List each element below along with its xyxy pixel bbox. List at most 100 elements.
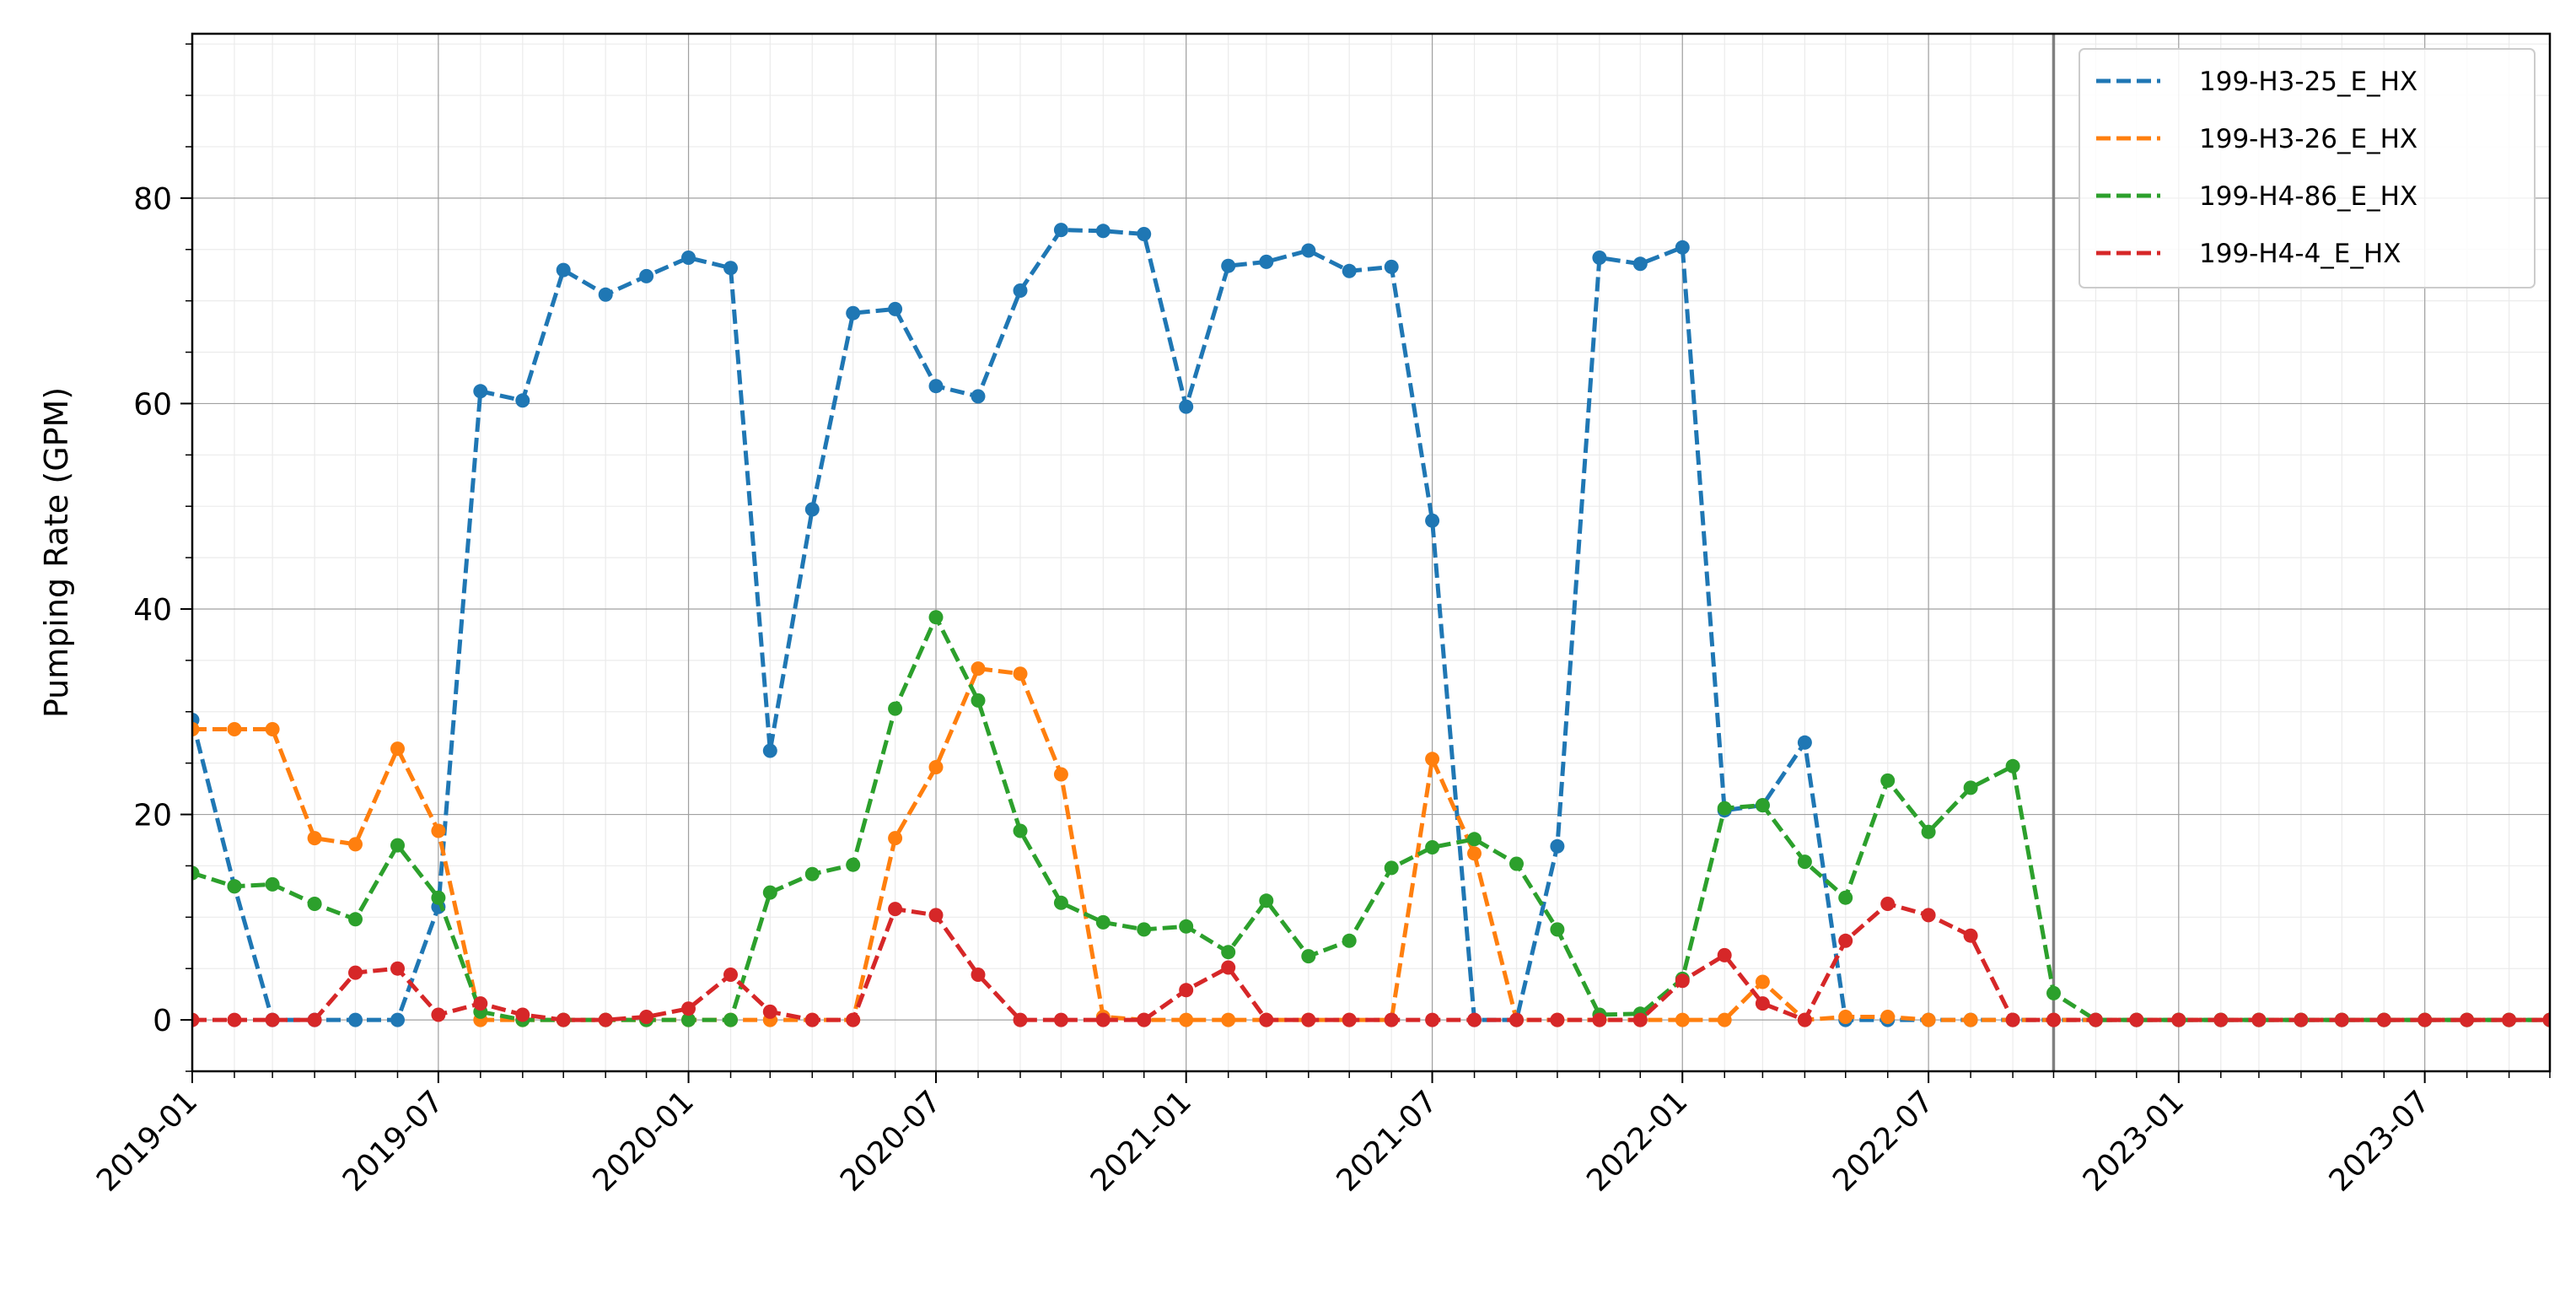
legend-label: 199-H3-25_E_HX <box>2199 67 2417 97</box>
data-point <box>1095 224 1111 239</box>
data-point <box>971 661 986 677</box>
y-tick-label: 20 <box>133 799 172 833</box>
data-point <box>348 965 363 980</box>
data-point <box>1137 1012 1152 1027</box>
data-point <box>1384 259 1399 274</box>
data-point <box>1221 258 1236 273</box>
data-point <box>1755 996 1770 1011</box>
data-point <box>888 301 903 316</box>
data-point <box>1838 890 1853 905</box>
data-point <box>804 502 820 517</box>
data-point <box>1592 1012 1607 1027</box>
data-point <box>2460 1012 2475 1027</box>
data-point <box>2005 758 2020 774</box>
y-axis-title: Pumping Rate (GPM) <box>38 387 75 718</box>
data-point <box>1550 1012 1565 1027</box>
data-point <box>681 1012 696 1027</box>
data-point <box>348 1012 363 1027</box>
data-point <box>1342 263 1357 278</box>
data-point <box>1797 735 1812 750</box>
data-point <box>1095 914 1111 930</box>
data-point <box>1509 1012 1524 1027</box>
data-point <box>1137 922 1152 937</box>
data-point <box>846 857 861 872</box>
data-point <box>598 287 613 302</box>
data-point <box>1717 947 1732 962</box>
data-point <box>2129 1012 2144 1027</box>
data-point <box>1797 854 1812 870</box>
data-point <box>888 831 903 846</box>
data-point <box>1550 922 1565 937</box>
y-tick-label: 0 <box>153 1004 172 1038</box>
data-point <box>473 996 488 1011</box>
data-point <box>1221 960 1236 975</box>
data-point <box>192 722 200 736</box>
data-point <box>556 1012 571 1027</box>
legend-label: 199-H3-26_E_HX <box>2199 124 2417 154</box>
data-point <box>431 890 446 905</box>
data-point <box>1675 973 1690 989</box>
data-point <box>1880 897 1896 911</box>
data-point <box>639 1010 654 1024</box>
data-point <box>1963 1012 1978 1027</box>
data-point <box>515 393 530 408</box>
data-point <box>723 968 738 982</box>
data-point <box>928 760 944 774</box>
data-point <box>1259 254 1274 269</box>
series-layer <box>192 223 2550 1027</box>
data-point <box>265 722 280 736</box>
data-point <box>1342 933 1357 948</box>
data-point <box>2334 1012 2349 1027</box>
data-point <box>2213 1012 2229 1027</box>
data-point <box>1467 846 1482 861</box>
data-point <box>431 1007 446 1022</box>
data-point <box>1179 919 1194 934</box>
legend-box <box>2079 48 2536 288</box>
data-point <box>307 897 322 911</box>
data-point <box>1259 893 1274 908</box>
data-point <box>1717 1012 1732 1027</box>
data-point <box>1013 1012 1028 1027</box>
data-point <box>928 379 944 394</box>
data-point <box>1632 256 1648 272</box>
data-point <box>1301 949 1316 964</box>
data-point <box>2171 1012 2186 1027</box>
data-point <box>1467 1012 1482 1027</box>
data-point <box>2542 1012 2550 1027</box>
data-point <box>804 866 820 881</box>
data-point <box>1179 399 1194 414</box>
legend-label: 199-H4-4_E_HX <box>2199 239 2401 269</box>
data-point <box>598 1012 613 1027</box>
data-point <box>1384 860 1399 876</box>
data-point <box>265 1012 280 1027</box>
data-point <box>846 305 861 321</box>
data-point <box>515 1007 530 1022</box>
y-tick-label: 80 <box>133 182 172 217</box>
plot-frame <box>191 32 2552 1073</box>
data-point <box>1963 928 1978 943</box>
data-point <box>2046 985 2061 1000</box>
data-point <box>1425 1012 1440 1027</box>
data-point <box>681 251 696 265</box>
data-point <box>1221 1012 1236 1027</box>
data-point <box>971 693 986 708</box>
data-point <box>192 1012 200 1027</box>
data-point <box>1095 1012 1111 1027</box>
data-point <box>1013 283 1028 298</box>
data-point <box>1301 1012 1316 1027</box>
data-point <box>1755 798 1770 813</box>
series-199-H4-4_E_HX <box>192 897 2550 1027</box>
data-point <box>1880 1010 1896 1024</box>
data-point <box>1838 933 1853 948</box>
data-point <box>1179 983 1194 998</box>
data-point <box>2502 1012 2517 1027</box>
data-point <box>1717 801 1732 816</box>
data-point <box>1221 945 1236 960</box>
data-point <box>2005 1012 2020 1027</box>
data-point <box>888 902 903 917</box>
data-point <box>846 1012 861 1027</box>
data-point <box>473 384 488 399</box>
data-point <box>723 1012 738 1027</box>
data-point <box>390 838 405 853</box>
data-point <box>1053 767 1068 782</box>
